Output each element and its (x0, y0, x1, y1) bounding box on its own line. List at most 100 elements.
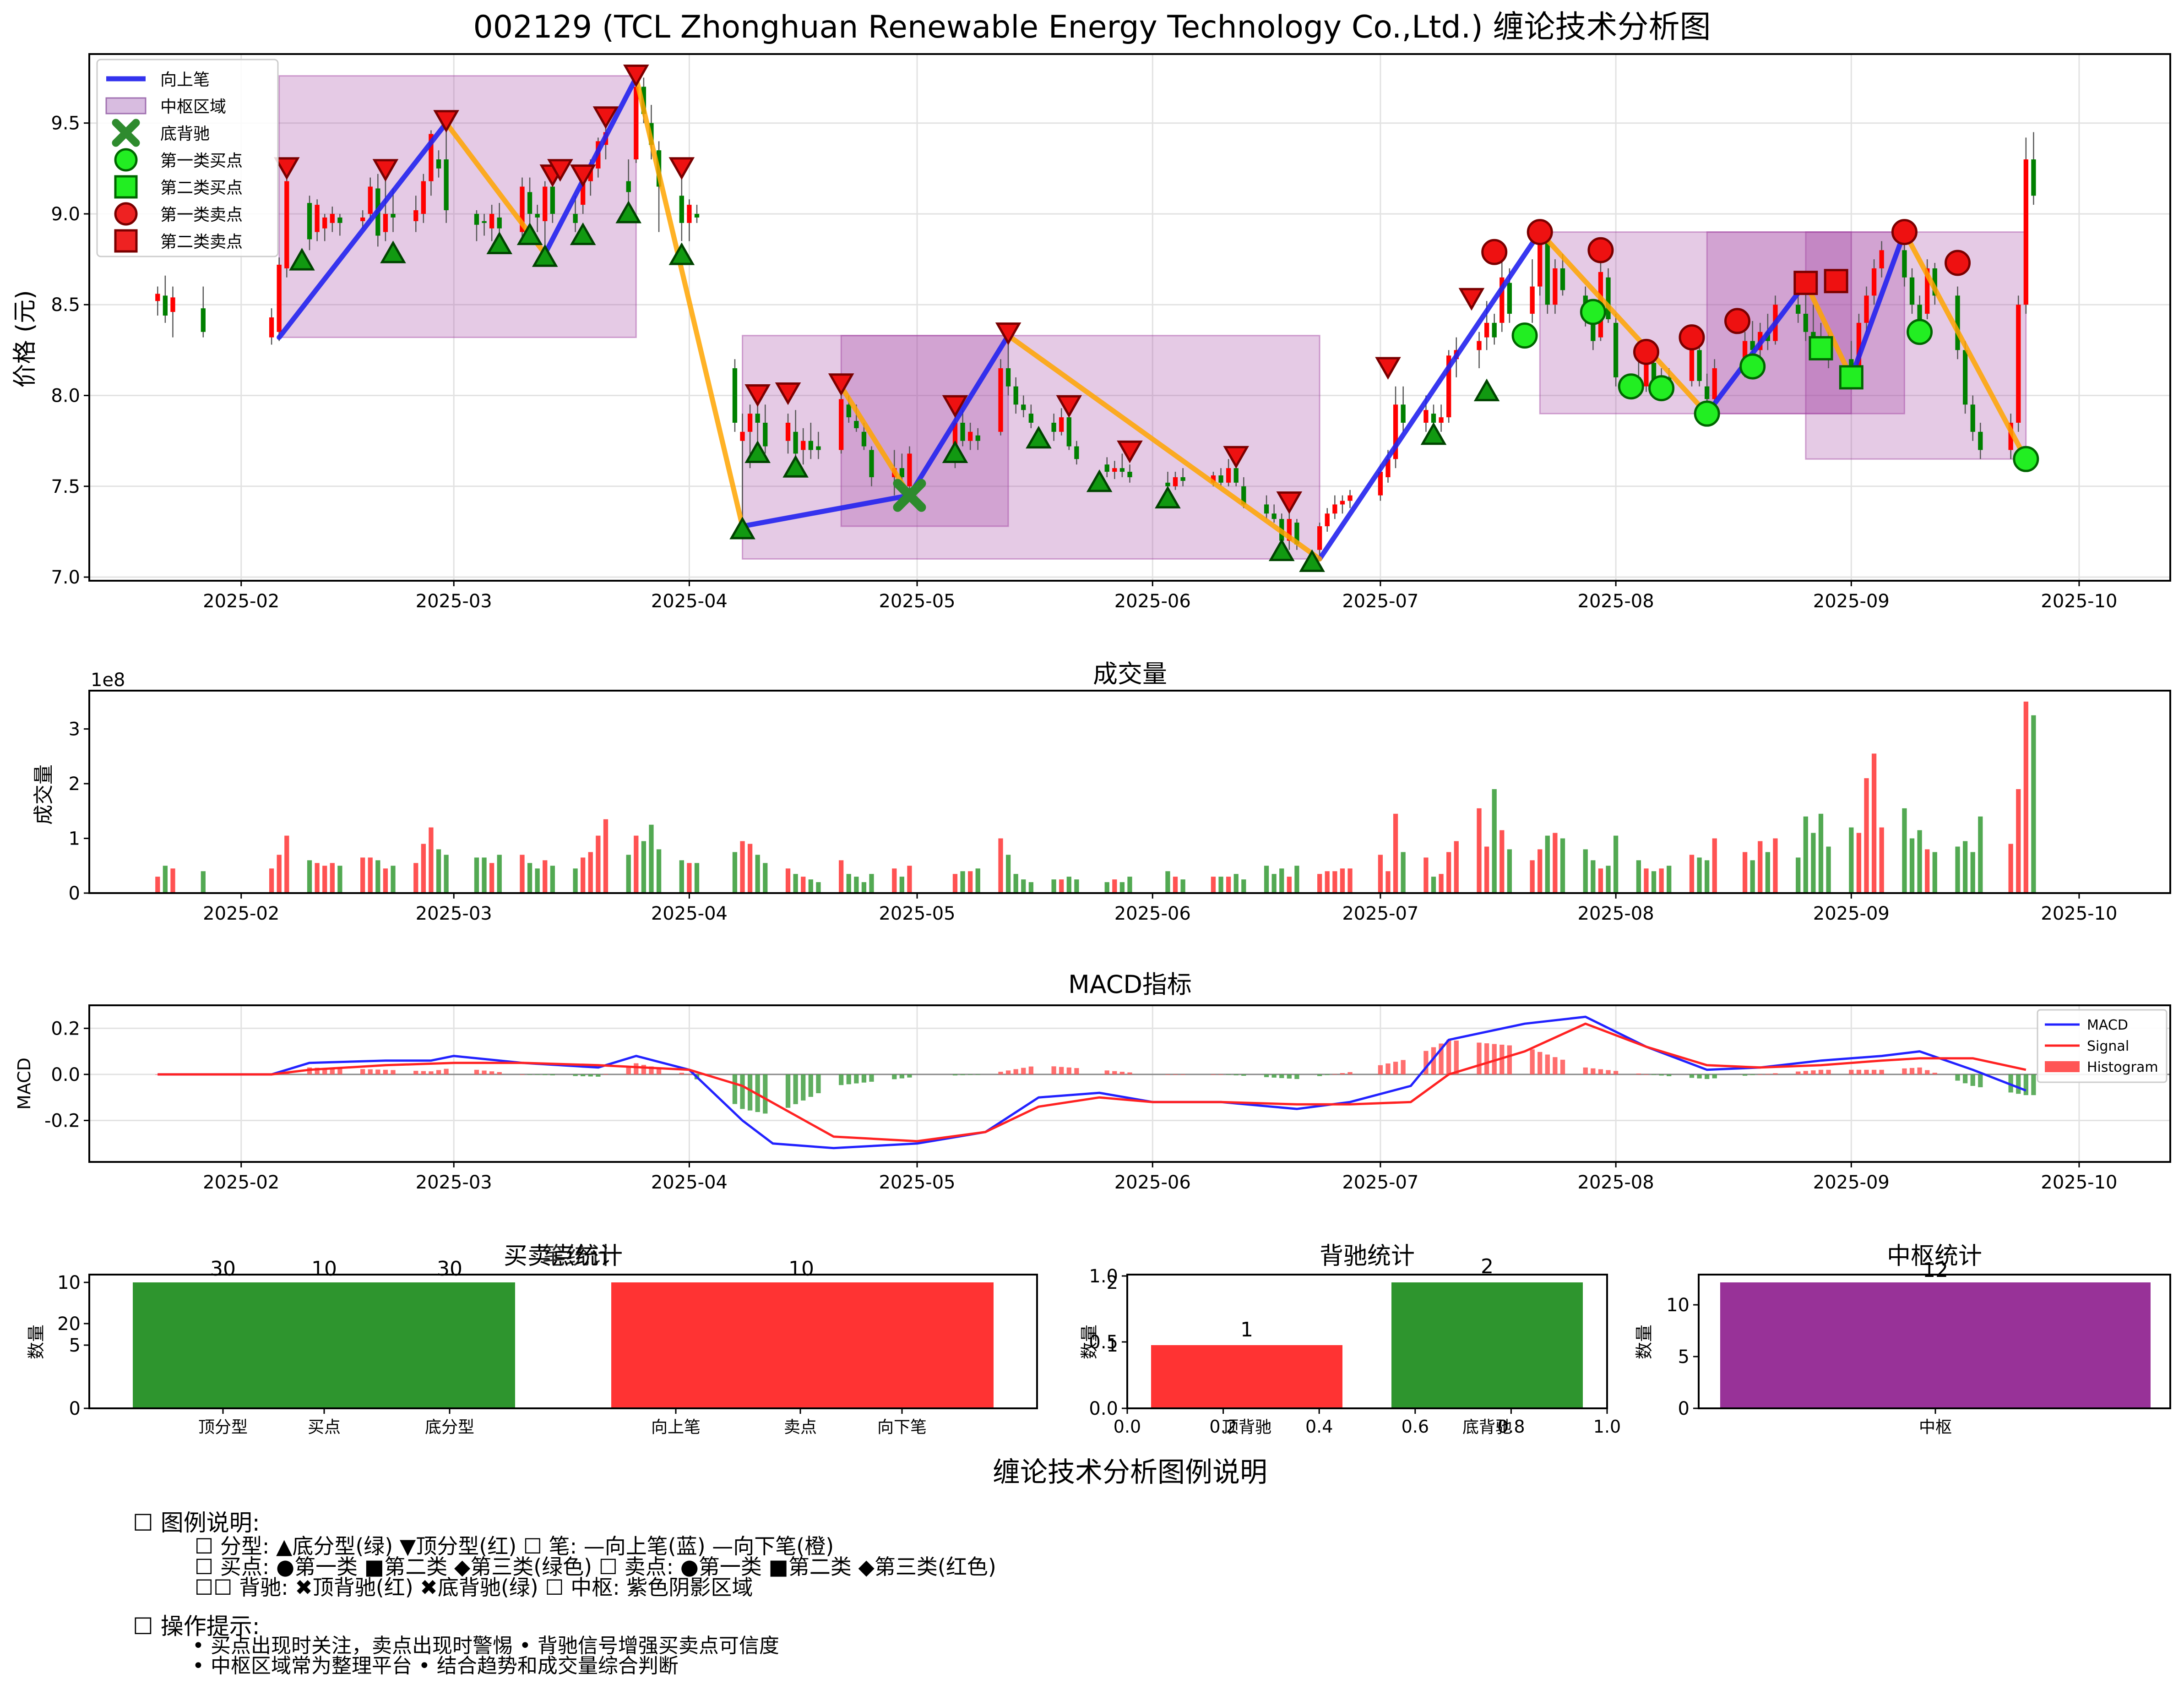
volume-bar (474, 857, 479, 893)
top-fractal-marker (668, 157, 695, 180)
notes-heading-1: ☐ 图例说明: (133, 1510, 260, 1536)
macd-histogram-bar (1932, 1073, 1937, 1074)
volume-bar (846, 874, 851, 893)
volume-bar (1636, 860, 1641, 893)
macd-histogram-bar (1211, 1074, 1216, 1075)
candle-body (1978, 431, 1983, 450)
signal-line (158, 1022, 2026, 1143)
notes-line-2: ☐ 买点: ●第一类 ■第二类 ◆第三类(绿色) ☐ 卖点: ●第一类 ■第二类… (195, 1554, 996, 1579)
candle-body (1545, 241, 1550, 305)
macd-histogram-bar (520, 1074, 525, 1075)
macd-histogram-bar (1347, 1072, 1353, 1074)
volume-bar (1005, 855, 1011, 893)
volume-bar (1165, 871, 1170, 893)
legend-swatch-square (114, 175, 138, 199)
divergence-xtick-label: 0.0 (1114, 1417, 1141, 1437)
volume-bar (747, 844, 753, 893)
volume-bar (656, 849, 662, 893)
volume-bar (1119, 882, 1125, 893)
macd-histogram-bar (1477, 1042, 1482, 1074)
center-value-label: 12 (1923, 1259, 1948, 1282)
volume-bar (2031, 715, 2036, 893)
macd-xtick-label: 2025-04 (651, 1172, 728, 1193)
candle-body (1553, 268, 1558, 305)
first-buy-marker (1618, 373, 1644, 400)
legend-swatch-circle (114, 148, 138, 172)
volume-bar (679, 860, 684, 893)
candle-body (1651, 363, 1657, 387)
candle-body (1864, 295, 1869, 323)
first-buy-marker (2013, 446, 2039, 472)
top-fractal-marker (592, 106, 619, 129)
volume-bar (284, 835, 289, 893)
center-stats-chart: 中枢统计 数量 10 5 0 中枢 12 (1634, 1243, 2171, 1437)
macd-histogram-bar (998, 1072, 1003, 1074)
macd-histogram-bar (527, 1074, 532, 1075)
macd-histogram-bar (854, 1074, 859, 1084)
macd-histogram-bar (315, 1068, 320, 1074)
legend-label: 向上笔 (160, 71, 210, 89)
volume-bar (1112, 879, 1117, 893)
candle-body (360, 217, 365, 221)
buy-sell-bar-2 (611, 1282, 994, 1408)
volume-bar (1028, 882, 1034, 893)
top-fractal-marker (623, 65, 649, 87)
notes-line-4: • 买点出现时关注，卖点出现时警惕 • 背驰信号增强买卖点可信度 (192, 1634, 779, 1657)
buy-sell-category-label: 向上笔 (651, 1418, 701, 1437)
buy-sell-stats-chart: 买卖点统计 笔统计 数量 10 205 0 顶分型 30 买点 10 底分型 30 向上笔 10 卖… (26, 1243, 1038, 1437)
volume-bar (1401, 852, 1406, 893)
candle-body (2031, 159, 2036, 196)
macd-histogram-bar (869, 1074, 874, 1082)
volume-bar (1332, 871, 1337, 893)
macd-histogram-bar (1613, 1071, 1619, 1074)
volume-xtick-label: 2025-03 (416, 903, 492, 924)
candle-body (1492, 322, 1497, 338)
volume-bar (1758, 841, 1763, 893)
volume-bar (687, 863, 692, 893)
volume-bar (1059, 879, 1064, 893)
macd-histogram-bar (1902, 1068, 1907, 1074)
volume-bar (740, 841, 745, 893)
divergence-ytick-label-2: 2 (1107, 1272, 1118, 1293)
volume-bar (543, 860, 548, 893)
macd-histogram-bar (1537, 1052, 1543, 1074)
candle-body (634, 87, 639, 159)
macd-histogram-bar (641, 1065, 647, 1074)
macd-histogram-bar (1401, 1060, 1406, 1074)
volume-bar (1218, 877, 1223, 893)
legend-label: 中枢区域 (160, 98, 226, 116)
candle-body (1332, 504, 1337, 514)
volume-bar (1644, 868, 1649, 893)
macd-histogram-bar (1697, 1074, 1702, 1079)
candle-body (573, 213, 578, 223)
candle-body (436, 159, 441, 169)
volume-bar (581, 857, 586, 893)
volume-bar (968, 871, 973, 893)
candle-body (1530, 286, 1535, 314)
candle-body (975, 435, 980, 441)
volume-bar (1393, 813, 1398, 893)
macd-histogram-bar (793, 1074, 798, 1104)
candle-body (1439, 417, 1444, 423)
volume-bar (1659, 868, 1664, 893)
macd-histogram-bar (330, 1068, 335, 1074)
volume-bar (1378, 855, 1383, 893)
macd-histogram-bar (732, 1074, 738, 1104)
macd-histogram-bar (968, 1074, 973, 1075)
volume-bar (170, 868, 175, 893)
volume-bar (808, 879, 813, 893)
buy-sell-ytick-label: 0 (69, 1398, 81, 1419)
volume-bar (1598, 868, 1603, 893)
candle-body (497, 217, 502, 229)
volume-xtick-label: 2025-05 (879, 903, 955, 924)
candle-body (785, 423, 791, 441)
up-bi-line (907, 333, 1011, 498)
divergence-category-label: 底背驰 (1462, 1418, 1512, 1437)
bottom-fractal-marker (1086, 469, 1113, 492)
volume-bar (1613, 835, 1619, 893)
top-fractal-marker (1117, 440, 1143, 463)
candle-body (474, 213, 479, 225)
candle-body (1423, 410, 1429, 423)
macd-histogram-bar (573, 1074, 578, 1076)
volume-bar (520, 855, 525, 893)
